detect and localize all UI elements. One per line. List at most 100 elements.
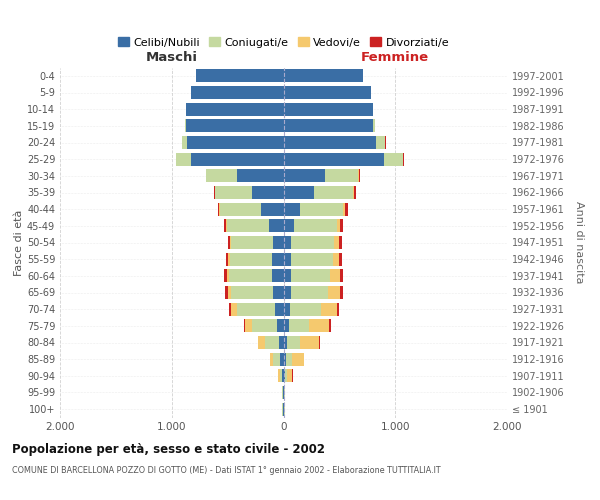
Bar: [292, 252, 332, 266]
Bar: [259, 336, 265, 349]
Bar: [278, 370, 280, 382]
Text: Femmine: Femmine: [361, 51, 430, 64]
Bar: [269, 220, 284, 232]
Bar: [282, 370, 284, 382]
Bar: [292, 270, 331, 282]
Bar: [236, 302, 275, 316]
Bar: [218, 202, 219, 215]
Bar: [340, 252, 342, 266]
Bar: [284, 236, 292, 249]
Y-axis label: Anni di nascita: Anni di nascita: [574, 201, 584, 284]
Bar: [252, 186, 284, 199]
Text: COMUNE DI BARCELLONA POZZO DI GOTTO (ME) - Dati ISTAT 1° gennaio 2002 - Elaboraz: COMUNE DI BARCELLONA POZZO DI GOTTO (ME)…: [12, 466, 440, 475]
Bar: [272, 270, 284, 282]
Bar: [176, 152, 191, 166]
Bar: [340, 236, 341, 249]
Bar: [284, 136, 376, 149]
Bar: [231, 302, 236, 316]
Bar: [353, 186, 354, 199]
Bar: [284, 302, 290, 316]
Bar: [186, 102, 284, 116]
Bar: [289, 320, 309, 332]
Bar: [230, 252, 272, 266]
Bar: [293, 220, 337, 232]
Bar: [280, 370, 282, 382]
Bar: [224, 270, 227, 282]
Bar: [322, 302, 337, 316]
Bar: [280, 352, 284, 366]
Bar: [182, 136, 187, 149]
Bar: [284, 320, 289, 332]
Bar: [228, 236, 230, 249]
Bar: [292, 286, 328, 299]
Bar: [331, 270, 340, 282]
Bar: [284, 336, 287, 349]
Bar: [343, 202, 345, 215]
Bar: [284, 286, 292, 299]
Bar: [300, 202, 343, 215]
Bar: [245, 320, 251, 332]
Bar: [231, 286, 274, 299]
Text: Maschi: Maschi: [146, 51, 198, 64]
Bar: [229, 302, 231, 316]
Bar: [224, 220, 226, 232]
Bar: [284, 102, 373, 116]
Bar: [277, 320, 284, 332]
Bar: [314, 186, 353, 199]
Bar: [325, 170, 358, 182]
Bar: [300, 336, 319, 349]
Bar: [290, 302, 322, 316]
Bar: [191, 152, 284, 166]
Bar: [329, 320, 331, 332]
Bar: [214, 186, 215, 199]
Bar: [284, 202, 300, 215]
Bar: [274, 352, 280, 366]
Bar: [328, 286, 340, 299]
Bar: [226, 286, 227, 299]
Bar: [340, 270, 343, 282]
Bar: [340, 286, 343, 299]
Legend: Celibi/Nubili, Coniugati/e, Vedovi/e, Divorziati/e: Celibi/Nubili, Coniugati/e, Vedovi/e, Di…: [113, 33, 454, 52]
Bar: [359, 170, 360, 182]
Bar: [270, 352, 274, 366]
Bar: [229, 270, 272, 282]
Bar: [274, 236, 284, 249]
Bar: [373, 120, 375, 132]
Bar: [220, 202, 261, 215]
Bar: [340, 220, 343, 232]
Bar: [228, 252, 230, 266]
Bar: [284, 170, 325, 182]
Bar: [334, 236, 340, 249]
Bar: [274, 286, 284, 299]
Bar: [284, 186, 314, 199]
Bar: [226, 252, 228, 266]
Bar: [226, 220, 227, 232]
Bar: [231, 236, 274, 249]
Bar: [227, 286, 231, 299]
Bar: [206, 170, 236, 182]
Bar: [337, 220, 340, 232]
Bar: [275, 302, 284, 316]
Bar: [265, 336, 279, 349]
Bar: [345, 202, 348, 215]
Y-axis label: Fasce di età: Fasce di età: [14, 210, 24, 276]
Bar: [227, 220, 269, 232]
Bar: [187, 136, 284, 149]
Bar: [292, 352, 304, 366]
Bar: [287, 370, 292, 382]
Bar: [279, 336, 284, 349]
Bar: [191, 86, 284, 99]
Bar: [286, 352, 292, 366]
Bar: [227, 270, 229, 282]
Bar: [287, 336, 300, 349]
Bar: [332, 252, 340, 266]
Bar: [185, 120, 186, 132]
Bar: [284, 152, 384, 166]
Bar: [284, 352, 286, 366]
Bar: [196, 70, 284, 82]
Bar: [292, 236, 334, 249]
Bar: [215, 186, 252, 199]
Bar: [309, 320, 329, 332]
Bar: [284, 70, 363, 82]
Bar: [376, 136, 385, 149]
